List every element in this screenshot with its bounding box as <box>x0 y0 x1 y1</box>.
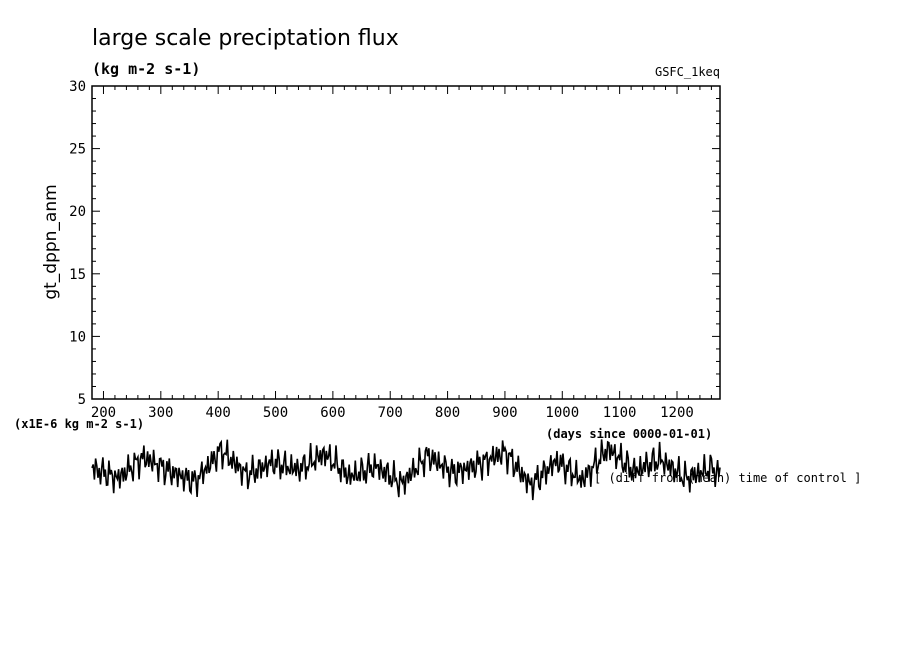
y-tick-label: 25 <box>69 142 86 158</box>
x-tick-label: 700 <box>378 405 403 421</box>
x-tick-label: 400 <box>206 405 231 421</box>
scale-note: (x1E-6 kg m-2 s-1) <box>14 417 144 431</box>
y-tick-label: 30 <box>69 79 86 95</box>
y-tick-label: 10 <box>69 329 86 345</box>
x-axis-label: (days since 0000-01-01) <box>546 427 712 441</box>
experiment-label: GSFC_1keq <box>655 65 720 79</box>
x-tick-label: 800 <box>435 405 460 421</box>
series-line <box>91 439 721 501</box>
x-tick-label: 500 <box>263 405 288 421</box>
x-tick-label: 600 <box>320 405 345 421</box>
x-tick-label: 1100 <box>603 405 637 421</box>
y-tick-label: 15 <box>69 267 86 283</box>
x-tick-label: 300 <box>148 405 173 421</box>
x-tick-label: 900 <box>492 405 517 421</box>
plot-frame <box>91 85 721 400</box>
x-tick-label: 200 <box>91 405 116 421</box>
footnote: [ (diff from (mean) time of control ] <box>594 471 861 485</box>
x-tick-label: 1200 <box>660 405 694 421</box>
chart-units: (kg m-2 s-1) <box>92 60 200 78</box>
x-tick-label: 1000 <box>545 405 579 421</box>
y-axis-label: gt_dppn_anm <box>41 184 61 299</box>
y-tick-label: 5 <box>78 392 86 408</box>
y-tick-label: 20 <box>69 204 86 220</box>
chart-title: large scale preciptation flux <box>92 26 399 51</box>
